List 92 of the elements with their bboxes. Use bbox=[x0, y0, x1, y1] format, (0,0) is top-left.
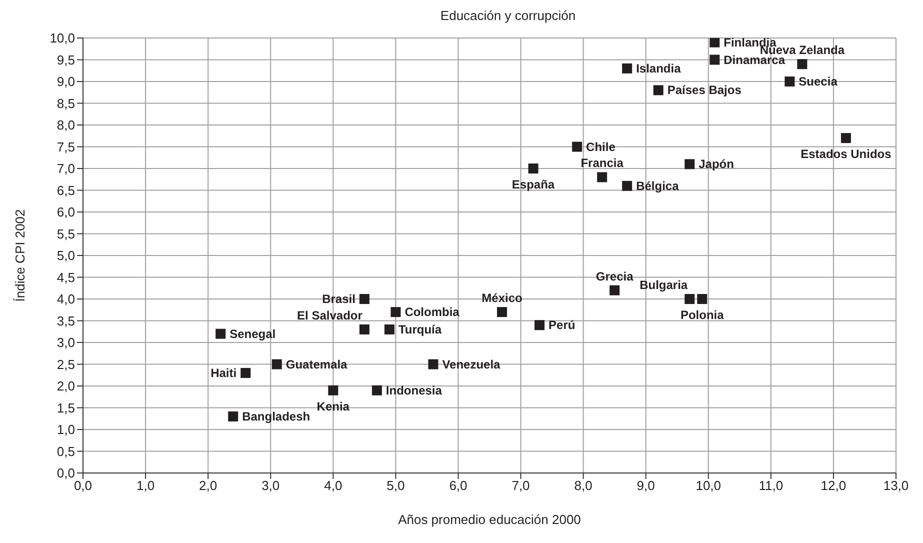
point bbox=[328, 385, 338, 396]
point bbox=[622, 180, 632, 191]
point bbox=[272, 359, 282, 370]
annotation: Estados Unidos bbox=[800, 147, 892, 162]
point bbox=[534, 320, 545, 330]
annotation: México bbox=[482, 291, 522, 306]
annotation: Bangladesh bbox=[242, 409, 310, 424]
point bbox=[784, 76, 795, 86]
x-tick-label: 4,0 bbox=[324, 478, 342, 494]
y-tick-label: 7,5 bbox=[56, 139, 75, 154]
point bbox=[684, 159, 695, 170]
annotation: Venezuela bbox=[442, 357, 501, 372]
annotation: Polonia bbox=[680, 308, 724, 322]
y-tick-label: 1,5 bbox=[56, 400, 75, 416]
y-tick-label: 8,5 bbox=[56, 96, 75, 111]
point bbox=[797, 59, 808, 70]
y-tick-label: 10,0 bbox=[50, 30, 75, 46]
x-tick-label: 10,0 bbox=[696, 478, 722, 494]
y-axis-title: Índice CPI 2002 bbox=[12, 209, 28, 302]
x-tick-label: 3,0 bbox=[262, 478, 280, 494]
x-tick-label: 2,0 bbox=[199, 478, 218, 494]
point bbox=[710, 54, 720, 65]
x-tick-label: 9,0 bbox=[636, 478, 655, 494]
annotation: Chile bbox=[586, 140, 616, 154]
x-tick-label: 11,0 bbox=[758, 478, 784, 494]
y-tick-label: 3,5 bbox=[56, 313, 75, 328]
annotation: Dinamarca bbox=[724, 52, 786, 67]
y-tick-label: 4,0 bbox=[56, 292, 75, 307]
x-axis-title: Años promedio educación 2000 bbox=[398, 512, 581, 527]
x-tick-label: 13,0 bbox=[883, 478, 909, 494]
annotation: Suecia bbox=[798, 74, 838, 88]
x-tick-label: 6,0 bbox=[449, 478, 468, 494]
annotation: Islandia bbox=[636, 61, 682, 76]
y-tick-label: 3,0 bbox=[56, 335, 75, 350]
x-tick-label: 12,0 bbox=[820, 478, 846, 494]
point bbox=[710, 38, 720, 48]
y-tick-label: 1,0 bbox=[56, 422, 75, 438]
point bbox=[528, 164, 538, 174]
annotation: Colombia bbox=[404, 305, 460, 320]
point bbox=[597, 172, 608, 182]
annotation: Bélgica bbox=[636, 178, 680, 193]
annotation: Guatemala bbox=[286, 357, 348, 372]
annotation: Kenia bbox=[316, 399, 350, 414]
annotation: Brasil bbox=[322, 292, 356, 306]
annotation: España bbox=[512, 178, 555, 192]
point bbox=[390, 307, 401, 318]
x-tick-label: 8,0 bbox=[574, 478, 592, 494]
y-tick-label: 2,5 bbox=[56, 356, 75, 372]
point bbox=[697, 294, 708, 304]
y-tick-label: 4,5 bbox=[56, 270, 75, 285]
chart-title: Educación y corrupción bbox=[439, 8, 577, 25]
point bbox=[840, 133, 851, 144]
annotation: Indonesia bbox=[386, 383, 442, 398]
x-tick-label: 0,0 bbox=[74, 478, 92, 494]
annotation: Países Bajos bbox=[667, 83, 742, 98]
x-tick-label: 5,0 bbox=[386, 478, 405, 494]
y-tick-label: 8,0 bbox=[56, 118, 75, 133]
point bbox=[428, 359, 438, 370]
y-tick-label: 0,5 bbox=[56, 444, 75, 459]
y-tick-label: 9,5 bbox=[56, 52, 75, 68]
point bbox=[216, 328, 226, 339]
y-tick-label: 7,0 bbox=[56, 161, 75, 176]
point bbox=[610, 285, 620, 296]
y-tick-label: 0,0 bbox=[56, 466, 75, 481]
annotation: Japón bbox=[698, 157, 734, 172]
x-tick-label: 1,0 bbox=[136, 478, 155, 494]
y-tick-label: 2,0 bbox=[56, 378, 75, 394]
point bbox=[240, 368, 251, 378]
point bbox=[684, 294, 695, 304]
point bbox=[359, 294, 370, 304]
y-tick-label: 5,0 bbox=[56, 248, 75, 264]
point bbox=[359, 324, 370, 334]
annotation: El Salvador bbox=[297, 308, 363, 322]
annotation: Senegal bbox=[230, 326, 276, 341]
point bbox=[572, 142, 582, 152]
annotation: Turquía bbox=[398, 322, 442, 336]
annotation: Francia bbox=[580, 156, 624, 170]
annotation: Bulgaria bbox=[640, 278, 688, 292]
point bbox=[497, 307, 508, 318]
annotation: Perú bbox=[548, 318, 576, 332]
x-tick-label: 7,0 bbox=[512, 478, 530, 494]
point bbox=[653, 85, 664, 96]
point bbox=[384, 324, 394, 334]
y-tick-label: 6,0 bbox=[56, 204, 75, 220]
point bbox=[228, 411, 238, 422]
annotation: Haiti bbox=[210, 366, 237, 380]
y-tick-label: 9,0 bbox=[56, 74, 75, 90]
annotation: Grecia bbox=[596, 269, 634, 284]
y-tick-label: 6,5 bbox=[56, 182, 75, 198]
point bbox=[622, 63, 632, 74]
point bbox=[372, 385, 382, 396]
y-tick-label: 5,5 bbox=[56, 226, 75, 242]
